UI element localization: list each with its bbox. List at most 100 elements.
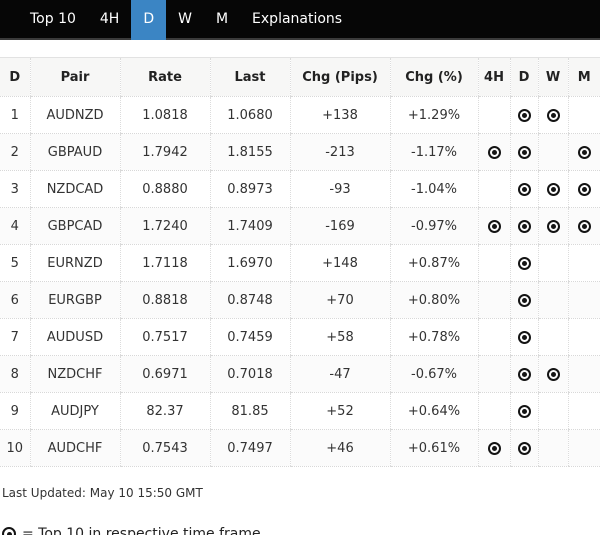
nav-bar: Top 10 4H D W M Explanations <box>0 0 600 40</box>
rank-cell: 2 <box>0 133 30 171</box>
chg-pips-cell: +58 <box>289 318 390 356</box>
table-body: 1 AUDNZD 1.0818 1.0680 +138 +1.29% 2 GBPAUD 1.79… <box>0 96 600 467</box>
table-row: 2 GBPAUD 1.7942 1.8155 -213 -1.17% <box>0 133 600 171</box>
table-row: 9 AUDJPY 82.37 81.85 +52 +0.64% <box>0 392 600 430</box>
marker-cell-m <box>567 133 600 171</box>
marker-cell-w <box>537 355 568 393</box>
marker-cell-m <box>567 96 600 134</box>
tab-d[interactable]: D <box>131 0 167 40</box>
top10-marker-icon <box>546 367 560 381</box>
marker-cell-d <box>509 429 538 467</box>
rate-cell: 0.7543 <box>119 429 210 467</box>
legend-text: = Top 10 in respective time frame <box>22 526 261 535</box>
chg-pct-cell: -0.97% <box>389 207 478 245</box>
last-cell: 1.7409 <box>209 207 290 245</box>
last-cell: 0.8748 <box>209 281 290 319</box>
marker-cell-h4 <box>477 281 510 319</box>
rate-cell: 1.0818 <box>119 96 210 134</box>
top10-marker-icon <box>577 219 591 233</box>
chg-pct-cell: +0.61% <box>389 429 478 467</box>
marker-cell-d <box>509 355 538 393</box>
top10-marker-icon <box>517 404 531 418</box>
column-header: Pair <box>29 57 120 97</box>
last-cell: 1.8155 <box>209 133 290 171</box>
top10-marker-icon <box>577 145 591 159</box>
marker-cell-h4 <box>477 355 510 393</box>
chg-pct-cell: +0.64% <box>389 392 478 430</box>
tab-explanations[interactable]: Explanations <box>252 11 343 27</box>
last-cell: 0.8973 <box>209 170 290 208</box>
table-row: 7 AUDUSD 0.7517 0.7459 +58 +0.78% <box>0 318 600 356</box>
chg-pct-cell: -1.04% <box>389 170 478 208</box>
marker-cell-d <box>509 281 538 319</box>
top10-marker-icon <box>546 219 560 233</box>
chg-pips-cell: +148 <box>289 244 390 282</box>
pair-cell: AUDUSD <box>29 318 120 356</box>
marker-cell-d <box>509 96 538 134</box>
pair-cell: AUDCHF <box>29 429 120 467</box>
marker-cell-w <box>537 133 568 171</box>
top10-marker-icon <box>487 219 501 233</box>
marker-cell-m <box>567 244 600 282</box>
marker-cell-m <box>567 281 600 319</box>
rank-cell: 4 <box>0 207 30 245</box>
last-cell: 1.0680 <box>209 96 290 134</box>
top10-marker-icon <box>517 330 531 344</box>
marker-cell-m <box>567 392 600 430</box>
table-row: 8 NZDCHF 0.6971 0.7018 -47 -0.67% <box>0 355 600 393</box>
table-row: 4 GBPCAD 1.7240 1.7409 -169 -0.97% <box>0 207 600 245</box>
table-row: 1 AUDNZD 1.0818 1.0680 +138 +1.29% <box>0 96 600 134</box>
chg-pct-cell: -1.17% <box>389 133 478 171</box>
marker-cell-m <box>567 170 600 208</box>
column-header: Rate <box>119 57 210 97</box>
tab-m[interactable]: M <box>215 11 229 27</box>
marker-cell-d <box>509 133 538 171</box>
rate-cell: 1.7942 <box>119 133 210 171</box>
rank-cell: 5 <box>0 244 30 282</box>
legend: = Top 10 in respective time frame <box>2 526 600 535</box>
rate-cell: 0.8818 <box>119 281 210 319</box>
marker-cell-w <box>537 170 568 208</box>
top10-marker-icon <box>517 219 531 233</box>
chg-pips-cell: -47 <box>289 355 390 393</box>
last-updated-text: Last Updated: May 10 15:50 GMT <box>2 486 203 500</box>
marker-cell-h4 <box>477 207 510 245</box>
chg-pct-cell: +0.80% <box>389 281 478 319</box>
last-cell: 0.7018 <box>209 355 290 393</box>
last-cell: 0.7497 <box>209 429 290 467</box>
marker-cell-h4 <box>477 429 510 467</box>
top10-marker-icon <box>517 108 531 122</box>
marker-cell-h4 <box>477 96 510 134</box>
tab-top10[interactable]: Top 10 <box>30 11 76 27</box>
chg-pips-cell: -169 <box>289 207 390 245</box>
table-row: 3 NZDCAD 0.8880 0.8973 -93 -1.04% <box>0 170 600 208</box>
rank-cell: 1 <box>0 96 30 134</box>
tab-4h[interactable]: 4H <box>99 11 120 27</box>
table-header-row: D Pair Rate Last Chg (Pips) Chg (%) 4H D W M <box>0 57 600 97</box>
top10-marker-icon <box>487 145 501 159</box>
rate-cell: 0.7517 <box>119 318 210 356</box>
column-header: D <box>509 57 538 97</box>
marker-cell-m <box>567 429 600 467</box>
marker-cell-w <box>537 207 568 245</box>
pair-cell: AUDNZD <box>29 96 120 134</box>
marker-cell-d <box>509 318 538 356</box>
marker-cell-m <box>567 318 600 356</box>
top10-marker-icon <box>517 367 531 381</box>
marker-cell-h4 <box>477 244 510 282</box>
marker-cell-w <box>537 244 568 282</box>
column-header: Last <box>209 57 290 97</box>
tab-w[interactable]: W <box>178 11 192 27</box>
marker-cell-d <box>509 392 538 430</box>
marker-cell-d <box>509 207 538 245</box>
marker-cell-d <box>509 170 538 208</box>
marker-cell-h4 <box>477 392 510 430</box>
marker-cell-w <box>537 392 568 430</box>
column-header: Chg (Pips) <box>289 57 390 97</box>
rank-cell: 7 <box>0 318 30 356</box>
column-header: W <box>537 57 568 97</box>
chg-pct-cell: +0.87% <box>389 244 478 282</box>
chg-pct-cell: +1.29% <box>389 96 478 134</box>
pair-cell: GBPCAD <box>29 207 120 245</box>
chg-pips-cell: -93 <box>289 170 390 208</box>
